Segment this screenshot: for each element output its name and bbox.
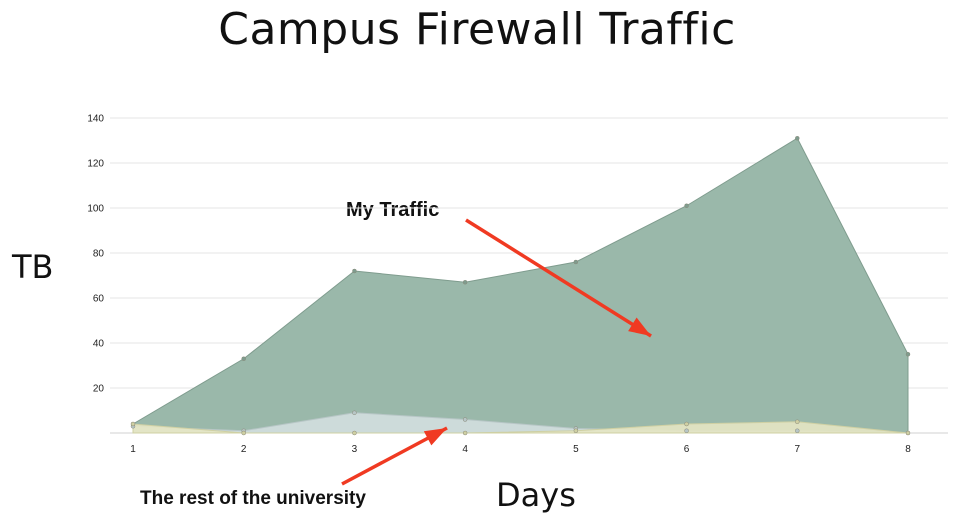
data-point [795, 419, 800, 424]
x-axis-label: Days [496, 476, 576, 514]
y-tick-label: 80 [93, 249, 105, 260]
x-tick-label: 7 [795, 444, 801, 455]
data-point [462, 280, 468, 285]
data-point [462, 417, 468, 422]
annotation-rest-of-university: The rest of the university [140, 488, 366, 509]
x-tick-label: 5 [573, 444, 579, 455]
y-tick-label: 100 [87, 204, 104, 215]
series-area-other [132, 421, 909, 434]
data-point [130, 421, 136, 427]
data-point [684, 421, 689, 427]
x-tick-label: 2 [241, 444, 247, 455]
y-tick-label: 60 [93, 294, 105, 305]
chart-title: Campus Firewall Traffic [218, 4, 736, 55]
data-point [352, 430, 357, 436]
x-tick-label: 1 [130, 444, 136, 455]
x-tick-label: 6 [684, 444, 690, 455]
y-tick-label: 20 [93, 384, 105, 395]
data-point [684, 428, 689, 433]
data-point [241, 356, 246, 361]
data-point [684, 203, 689, 208]
y-axis-label: TB [12, 248, 54, 286]
data-point [241, 430, 246, 436]
annotation-my-traffic: My Traffic [346, 199, 440, 221]
data-point [795, 136, 800, 141]
data-point [352, 410, 357, 415]
x-tick-label: 3 [352, 444, 358, 455]
y-tick-label: 120 [87, 159, 104, 170]
x-tick-label: 4 [462, 444, 468, 455]
data-point [462, 430, 468, 436]
y-tick-label: 140 [87, 114, 104, 125]
arrow-my-traffic-head [628, 317, 651, 336]
data-point [352, 268, 357, 274]
data-point [905, 430, 911, 436]
data-point [795, 428, 800, 433]
arrow-my-traffic [465, 218, 652, 338]
series-area-my-traffic [132, 137, 909, 434]
x-tick-label: 8 [905, 444, 911, 455]
data-point [573, 259, 579, 265]
arrow-rest-of-university-head [423, 428, 447, 446]
data-point [573, 428, 579, 433]
y-tick-label: 40 [93, 339, 105, 350]
data-point [905, 352, 911, 357]
